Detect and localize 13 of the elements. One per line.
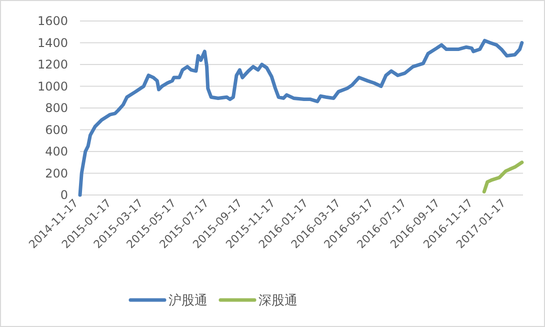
- y-tick-label: 1200: [37, 58, 68, 72]
- legend-label: 深股通: [258, 294, 298, 309]
- y-tick-label: 800: [45, 101, 68, 116]
- y-tick-label: 1600: [37, 14, 68, 28]
- line-series: [78, 38, 524, 197]
- y-tick-label: 1000: [37, 79, 68, 94]
- y-tick-label: 600: [45, 122, 68, 137]
- y-tick-label: 400: [45, 144, 68, 159]
- legend-label: 沪股通: [168, 292, 208, 309]
- y-tick-label: 1400: [37, 36, 68, 50]
- line-series: [482, 160, 524, 194]
- y-tick-label: 0: [60, 188, 68, 202]
- y-tick-label: 200: [45, 166, 68, 180]
